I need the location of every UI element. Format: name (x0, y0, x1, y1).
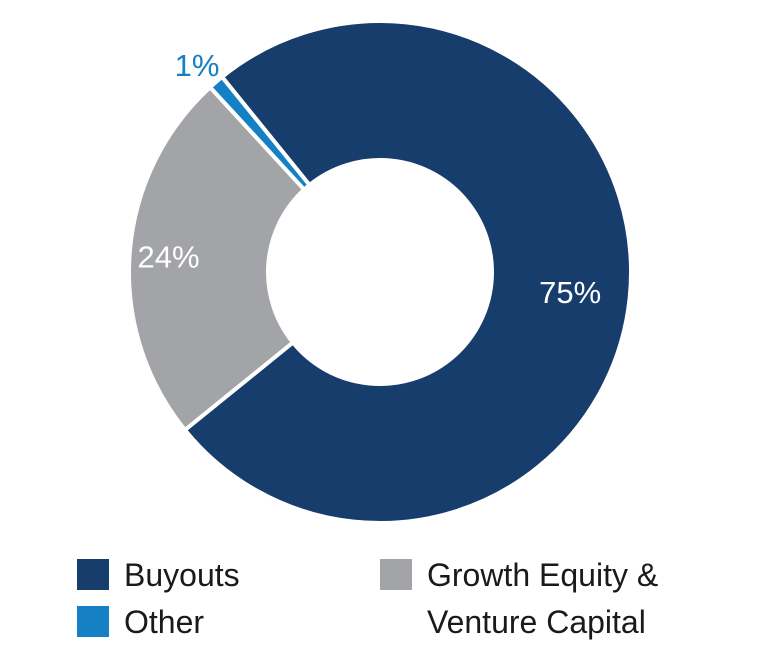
legend-label-growth-equity-line-2: Venture Capital (427, 604, 646, 640)
legend-label-other: Other (124, 604, 204, 640)
donut-slices (127, 19, 634, 525)
legend-swatch-buyouts (77, 559, 109, 590)
data-label-other: 1% (175, 48, 220, 83)
data-label-growth-equity-venture-capital: 24% (137, 240, 199, 275)
legend: Buyouts Other Growth Equity & Venture Ca… (77, 557, 658, 640)
data-label-buyouts: 75% (539, 275, 601, 310)
legend-label-growth-equity-line-1: Growth Equity & (427, 557, 658, 593)
legend-swatch-growth-equity (380, 559, 412, 590)
slice-buyouts (182, 19, 634, 525)
slice-other (207, 74, 313, 193)
slice-labels: 75% 24% 1% (137, 48, 601, 310)
legend-swatch-other (77, 606, 109, 637)
slice-growth-equity-venture-capital (127, 84, 308, 433)
legend-label-buyouts: Buyouts (124, 557, 240, 593)
